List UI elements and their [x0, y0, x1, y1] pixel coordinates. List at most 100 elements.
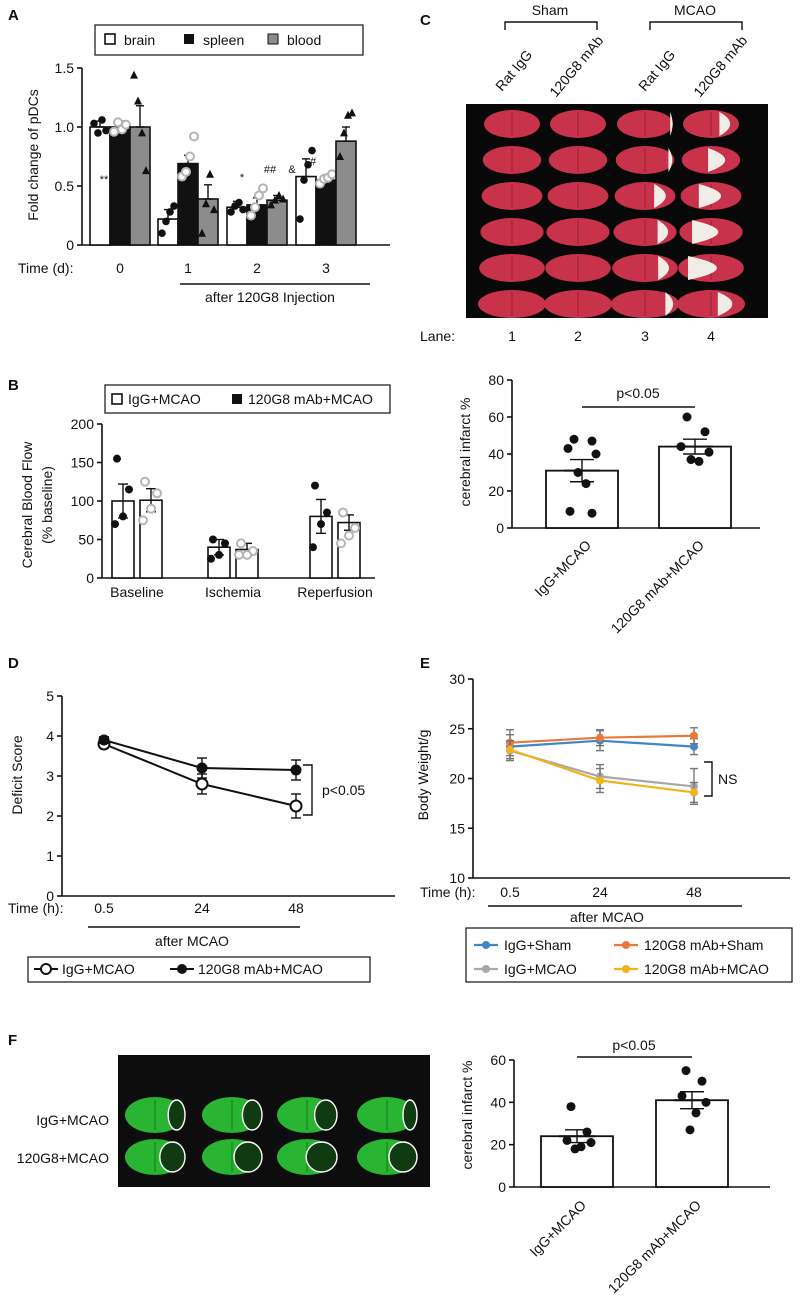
panel-b-plot: 0 50 100 150 200 Baseline Ischemia Reperfusion [71, 416, 375, 600]
data-point-igg-mcao [317, 520, 325, 529]
data-point-blood [198, 228, 206, 237]
infarct-outline [305, 1141, 338, 1173]
data-point [697, 1076, 707, 1086]
legend-label-d-igg: IgG+MCAO [62, 961, 135, 977]
infarct-outline [241, 1099, 263, 1131]
legend-swatch-blood [267, 33, 279, 45]
panel-f-x-tick-label: 120G8 mAb+MCAO [604, 1197, 704, 1297]
infarct-outline [388, 1141, 418, 1173]
infarct-region [688, 256, 717, 280]
series-line-igg [103, 743, 297, 807]
data-point-120g8-mcao [140, 476, 150, 487]
data-point [694, 456, 704, 466]
bar-spleen [315, 179, 337, 246]
panel-f-y-tick-label: 40 [490, 1094, 506, 1110]
infarct-outline [167, 1099, 186, 1131]
significance-mark: # [310, 156, 317, 168]
panel-c: Sham MCAO Rat IgG 120G8 mAb Rat IgG 120G… [420, 2, 768, 636]
panel-b-x-tick-label: Reperfusion [297, 584, 373, 600]
infarct-region [717, 292, 733, 316]
panel-d: Deficit Score Time (h): after MCAO IgG+M… [8, 688, 395, 983]
ttc-stain-photo [466, 104, 768, 318]
data-point-120g8-mcao [596, 776, 604, 785]
data-point-blood [210, 205, 218, 214]
panel-b-x-tick-label: Baseline [110, 584, 164, 600]
panel-c-y-tick-label: 0 [496, 520, 504, 536]
legend-label-120g8-sham: 120G8 mAb+Sham [644, 937, 763, 953]
panel-f-x-tick-label: IgG+MCAO [526, 1197, 589, 1260]
legend-marker-igg [40, 963, 52, 975]
data-point-igg-mcao [119, 512, 127, 521]
data-point-120g8 [196, 762, 208, 774]
panel-e: Body Weight/g Time (h): after MCAO IgG+S… [415, 671, 793, 983]
legend-label-igg-mcao: IgG+MCAO [504, 961, 577, 977]
infarct-outline [313, 1099, 338, 1131]
infarct-region [668, 148, 673, 172]
legend-label-brain: brain [124, 32, 155, 48]
data-point-brain [162, 217, 170, 226]
data-point [586, 1138, 596, 1148]
legend-marker-igg-sham [482, 941, 490, 949]
data-point-igg-mcao [111, 520, 119, 529]
significance-mark: * [240, 172, 245, 184]
significance-mark: & [288, 164, 296, 176]
fluorescence-brain-slices [125, 1097, 418, 1175]
data-point [682, 412, 692, 422]
legend-swatch-spleen [184, 34, 194, 44]
legend-label-blood: blood [287, 32, 321, 48]
group-label-sham: Sham [532, 2, 569, 18]
infarct-outline [402, 1099, 418, 1131]
lane-number-2: 2 [574, 328, 582, 344]
panel-f-y-label: cerebral infarct % [459, 1061, 475, 1170]
data-point-brain [102, 126, 110, 135]
data-point-igg-mcao [221, 539, 229, 548]
panel-c-x-tick-label: 120G8 mAb+MCAO [607, 537, 707, 637]
legend-label-120g8: 120G8 mAb+MCAO [248, 391, 373, 407]
data-point-blood [134, 96, 142, 105]
legend-label-d-120g8: 120G8 mAb+MCAO [198, 961, 323, 977]
panel-b: IgG+MCAO 120G8 mAb+MCAO Cerebral Blood F… [19, 384, 391, 600]
data-point-120g8-mcao [234, 549, 244, 560]
significance-label: p<0.05 [612, 1037, 655, 1053]
panel-d-y-tick-label: 0 [46, 888, 54, 904]
infarct-region [692, 220, 719, 244]
infarct-region [719, 112, 731, 136]
panel-b-y-tick-label: 150 [71, 455, 95, 471]
legend-label-120g8-mcao: 120G8 mAb+MCAO [644, 961, 769, 977]
panel-a-x-tick-label: 1 [184, 260, 192, 276]
data-point-spleen [246, 210, 256, 221]
group-label-mcao: MCAO [674, 2, 716, 18]
panel-a-legend-box [94, 24, 364, 56]
data-point-120g8-mcao [690, 788, 698, 797]
panel-b-y-tick-label: 100 [71, 493, 95, 509]
data-point-brain [98, 116, 106, 124]
data-point [563, 443, 573, 453]
panel-label-d: D [8, 655, 19, 672]
data-point-igg-mcao [113, 454, 121, 463]
data-point-blood [275, 190, 283, 199]
lane-number-1: 1 [508, 328, 516, 344]
data-point-brain [304, 160, 312, 169]
data-point-120g8-mcao [506, 745, 514, 754]
panel-e-legend-box [465, 927, 793, 983]
data-point-brain [235, 198, 243, 207]
panel-e-y-tick-label: 15 [449, 820, 465, 836]
panel-label-f: F [8, 1032, 17, 1049]
series-line-120g8-mcao [509, 748, 695, 794]
data-point [676, 442, 686, 452]
data-point-igg-mcao [207, 554, 215, 563]
panel-b-y-label: Cerebral Blood Flow [19, 441, 35, 569]
panel-a-time-label: Time (d): [18, 260, 73, 276]
legend-swatch-brain [104, 33, 116, 45]
panel-e-x-tick-label: 48 [686, 884, 702, 900]
lane-title: Lane: [420, 328, 455, 344]
panel-a-y-tick-label: 1.5 [55, 60, 75, 76]
legend-label-spleen: spleen [203, 32, 244, 48]
data-point [565, 506, 575, 516]
panel-e-y-tick-label: 25 [449, 721, 465, 737]
data-point-blood [344, 110, 352, 119]
panel-b-y-tick-label: 0 [86, 570, 94, 586]
data-point-120g8-sham [596, 733, 604, 742]
panel-e-y-tick-label: 30 [449, 671, 465, 687]
